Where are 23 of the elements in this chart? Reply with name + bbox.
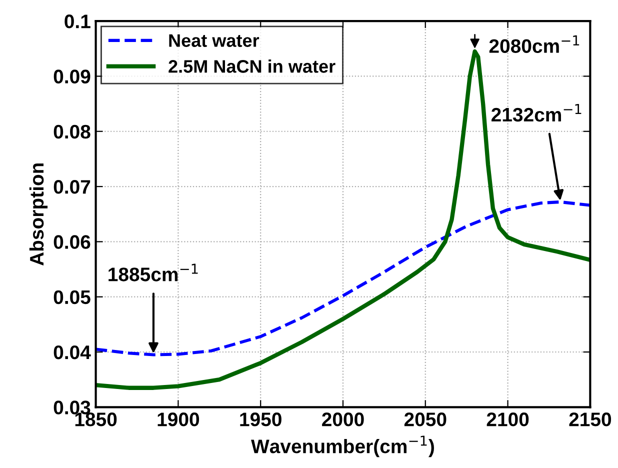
y-tick-label: 0.06 bbox=[54, 235, 90, 249]
annotation: 2132cm$^{−1}$ bbox=[492, 104, 582, 122]
legend-label: 2.5M NaCN in water bbox=[168, 60, 336, 73]
x-axis-title: Wavenumber(cm$^{−1}$) bbox=[251, 436, 434, 458]
annotation: 1885cm$^{−1}$ bbox=[108, 264, 198, 282]
x-tick-label: 2050 bbox=[404, 412, 446, 426]
legend-label: Neat water bbox=[169, 34, 260, 47]
y-tick-label: 0.08 bbox=[54, 124, 90, 139]
y-tick-label: 0.05 bbox=[54, 290, 90, 304]
y-tick-label: 0.07 bbox=[54, 180, 90, 194]
line-series bbox=[96, 200, 590, 356]
y-axis-title: Absorption bbox=[29, 163, 48, 266]
y-tick-label: 0.03 bbox=[54, 400, 90, 414]
x-tick-label: 1900 bbox=[158, 412, 200, 426]
y-tick-label: 0.04 bbox=[54, 345, 91, 360]
x-tick-label: 1950 bbox=[240, 412, 282, 426]
x-tick-label: 2150 bbox=[569, 412, 612, 426]
y-tick-label: 0.09 bbox=[54, 70, 90, 84]
x-tick-label: 1850 bbox=[75, 412, 117, 426]
x-tick-label: 2100 bbox=[486, 412, 529, 426]
x-tick-label: 2000 bbox=[322, 412, 364, 426]
annotation: 2080cm$^{−1}$ bbox=[489, 35, 580, 53]
y-tick-label: 0.1 bbox=[64, 14, 90, 28]
